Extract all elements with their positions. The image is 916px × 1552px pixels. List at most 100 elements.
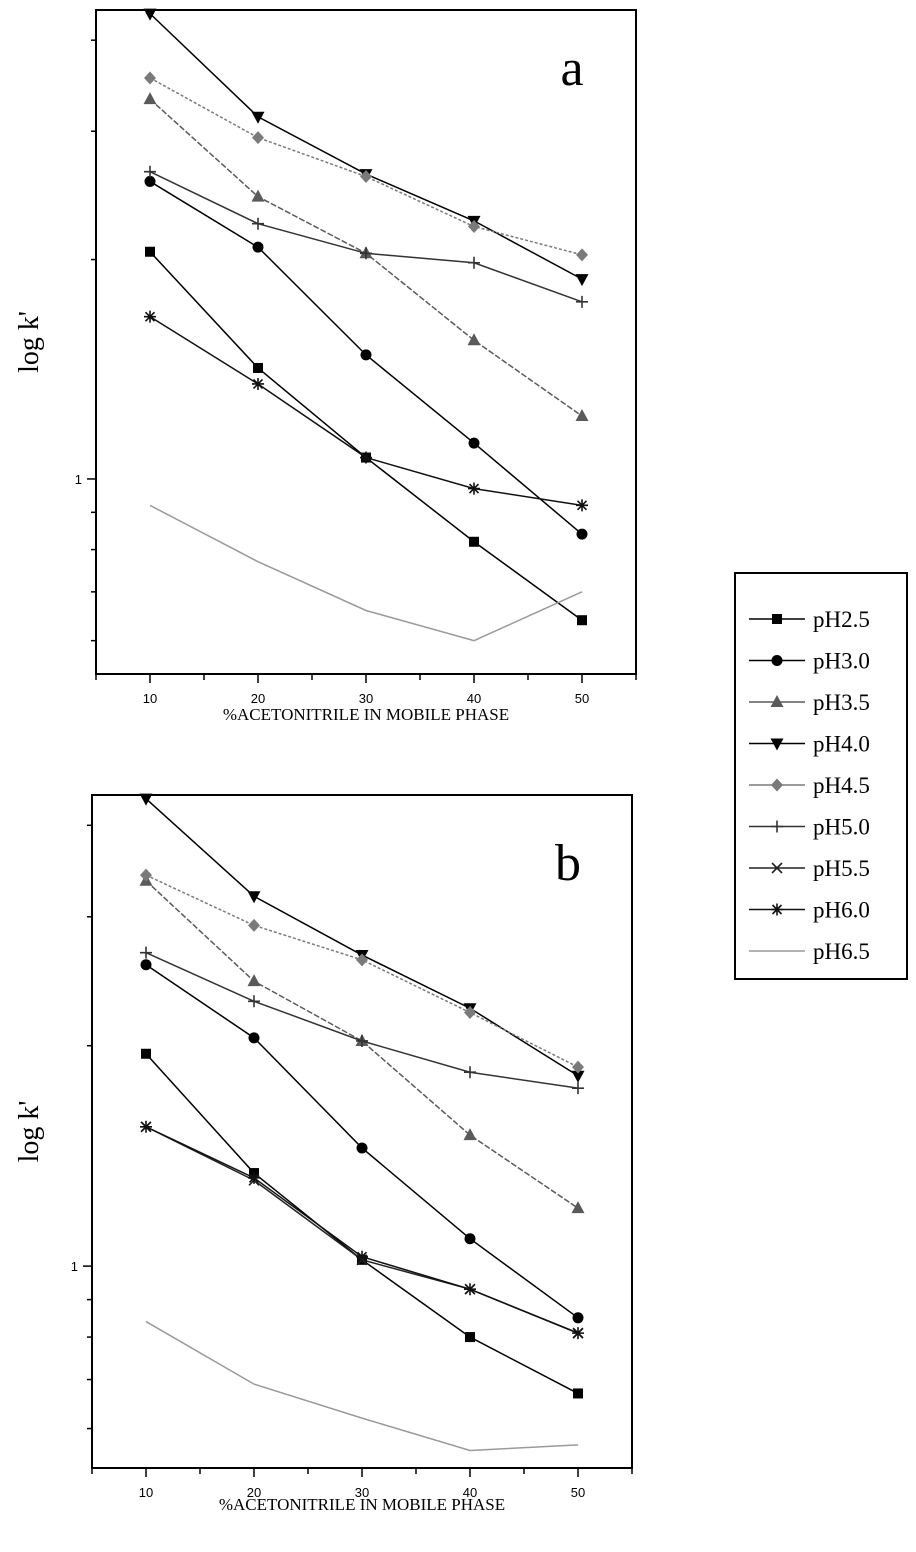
series-line [149, 13, 583, 280]
legend: pH2.5 pH3.0 pH3.5 pH4.0 pH4.5 pH5.0 pH5.5 pH6.0… [734, 572, 908, 980]
series-line [145, 951, 579, 1089]
x-axis-ticks [91, 1468, 633, 1477]
y-axis-ticks [83, 824, 92, 1430]
chart-panel-b: 10 20 30 40 50 1 %ACETONITRILE IN MOBILE PHASE… [14, 793, 633, 1514]
data-point [144, 71, 156, 85]
x-tick-label: 30 [355, 1485, 369, 1500]
series-ph6-0 [144, 310, 588, 512]
data-point [139, 793, 153, 806]
data-point [247, 974, 261, 987]
legend-label: pH4.0 [813, 732, 870, 757]
data-point [469, 536, 479, 547]
data-point [572, 1327, 584, 1340]
series-ph3-0 [140, 959, 584, 1324]
data-point [141, 1048, 151, 1059]
legend-item-ph2-5: pH2.5 [749, 607, 870, 632]
data-point [464, 1066, 476, 1079]
legend-marker [770, 695, 784, 707]
series-ph4-0 [143, 8, 589, 287]
series-line [145, 1126, 579, 1334]
data-point [252, 217, 264, 230]
panel-letter: b [555, 835, 581, 892]
x-axis-ticks [95, 674, 637, 683]
legend-label: pH3.5 [813, 690, 870, 715]
data-point [252, 377, 264, 390]
data-point [571, 1201, 585, 1214]
legend-item-ph5-0: pH5.0 [749, 815, 870, 840]
series-ph5-0 [144, 165, 588, 308]
data-point [252, 131, 264, 145]
data-point [143, 92, 157, 105]
data-point [464, 1283, 476, 1296]
data-point [573, 1388, 583, 1399]
data-point [253, 362, 263, 373]
data-point [360, 247, 372, 260]
legend-item-ph6-5: pH6.5 [749, 939, 870, 964]
data-point [144, 175, 156, 187]
data-point [575, 274, 589, 287]
data-point [248, 1032, 260, 1044]
data-point [140, 868, 152, 882]
data-point [140, 959, 152, 971]
y-axis-label: log k' [14, 1101, 45, 1163]
legend-item-ph4-5: pH4.5 [749, 773, 870, 798]
legend-label: pH6.5 [813, 939, 870, 964]
data-point [356, 1250, 368, 1263]
data-point [140, 1120, 152, 1133]
data-point [360, 451, 372, 464]
legend-marker [771, 820, 783, 833]
data-point [572, 1312, 584, 1324]
data-point [464, 1233, 476, 1245]
data-point [248, 1171, 260, 1184]
data-point [356, 1142, 368, 1154]
y-axis-label: log k' [14, 311, 45, 373]
legend-label: pH6.0 [813, 898, 870, 923]
y-tick-label: 1 [71, 1259, 78, 1274]
x-tick-label: 10 [139, 1485, 153, 1500]
data-point [467, 333, 481, 346]
data-point [575, 409, 589, 422]
legend-marker [771, 862, 783, 874]
series-line [149, 251, 583, 621]
x-tick-label: 10 [143, 691, 157, 706]
x-tick-label: 30 [359, 691, 373, 706]
series-ph2-5 [145, 246, 587, 626]
data-point [464, 1006, 476, 1020]
legend-marker [771, 778, 783, 792]
plot-frame [95, 9, 637, 675]
data-point [576, 295, 588, 308]
x-tick-label: 40 [463, 1485, 477, 1500]
legend-item-ph4-0: pH4.0 [749, 732, 870, 757]
x-tick-label: 40 [467, 691, 481, 706]
series-ph5-5 [140, 1121, 584, 1339]
y-axis-ticks [87, 39, 96, 642]
x-tick-label: 50 [571, 1485, 585, 1500]
series-ph5-0 [140, 946, 584, 1095]
legend-label: pH5.5 [813, 856, 870, 881]
data-point [360, 170, 372, 184]
legend-marker [770, 738, 784, 751]
data-point [576, 248, 588, 262]
data-point [252, 241, 264, 253]
legend-marker [772, 614, 782, 624]
data-point [465, 1332, 475, 1343]
data-point [356, 1034, 368, 1047]
data-point [463, 1128, 477, 1141]
data-point [571, 1070, 585, 1083]
data-point [145, 246, 155, 257]
data-point [360, 349, 372, 361]
legend-label: pH3.0 [813, 649, 870, 674]
data-point [143, 8, 157, 21]
series-line [149, 504, 583, 642]
series-ph6-0 [140, 1120, 584, 1340]
data-point [577, 615, 587, 626]
legend-box [734, 572, 908, 980]
plot-frame [91, 794, 633, 1469]
data-point [576, 528, 588, 540]
legend-item-ph3-5: pH3.5 [749, 690, 870, 715]
series-ph2-5 [141, 1048, 583, 1399]
series-line [145, 1053, 579, 1395]
data-point [251, 111, 265, 124]
legend-marker [771, 903, 783, 916]
